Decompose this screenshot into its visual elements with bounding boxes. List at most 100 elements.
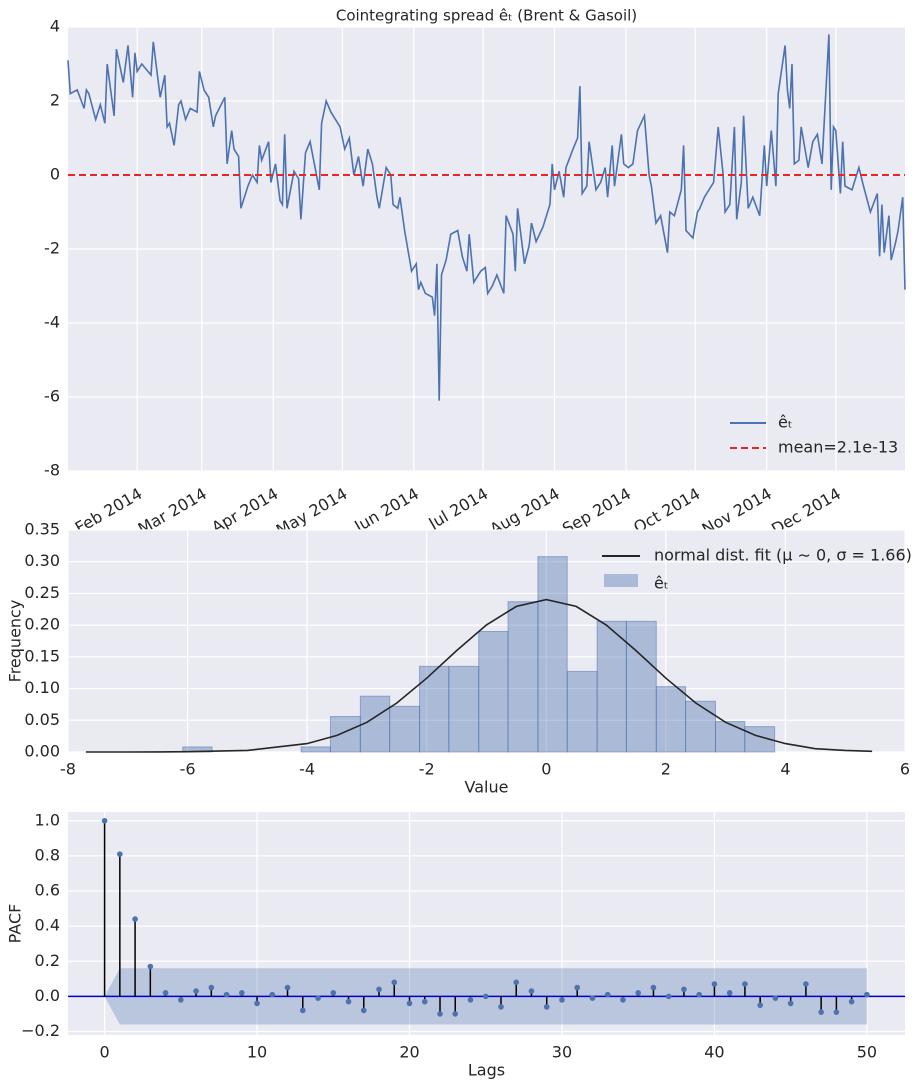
stem-marker <box>254 1000 260 1007</box>
stem-marker <box>848 998 855 1005</box>
stem-marker <box>696 991 702 998</box>
stem-marker <box>833 1009 840 1015</box>
legend-label: mean=2.1e-13 <box>778 438 898 457</box>
x-tick-label: 4 <box>780 760 790 779</box>
stem-marker <box>360 1007 367 1014</box>
y-tick-label: 0.10 <box>24 678 60 697</box>
histogram-bar <box>685 700 716 753</box>
stem-marker <box>239 990 245 996</box>
histogram-bar <box>507 601 539 753</box>
histogram-bar <box>714 721 746 753</box>
stem-marker <box>421 998 428 1005</box>
x-tick-label: 20 <box>399 1043 419 1062</box>
x-tick-label: 6 <box>900 760 910 779</box>
y-tick-label: 0.30 <box>24 551 60 570</box>
legend-label: êₜ <box>654 574 669 593</box>
stem-marker <box>650 984 657 991</box>
x-tick-label: 50 <box>857 1043 877 1062</box>
data-line <box>67 34 906 401</box>
y-axis-label: PACF <box>6 904 25 944</box>
stem-marker <box>681 986 687 993</box>
stem-marker <box>513 979 520 986</box>
stem-marker <box>589 995 596 1001</box>
plot-background <box>68 530 905 752</box>
x-tick-label: Oct 2014 <box>630 484 703 537</box>
x-axis-label: Value <box>465 778 509 797</box>
stem-marker <box>482 993 489 1000</box>
stem-marker <box>208 984 215 991</box>
stem-marker <box>101 817 108 824</box>
stem-marker <box>178 997 184 1003</box>
histogram-bar <box>359 695 391 753</box>
x-axis-label: Lags <box>468 1061 505 1080</box>
y-tick-label: -2 <box>44 239 60 258</box>
stem-marker <box>772 995 779 1001</box>
stem-marker <box>757 1002 763 1008</box>
stem-marker <box>299 1007 306 1014</box>
stem-marker <box>223 991 230 998</box>
stem-marker <box>269 991 276 998</box>
fit-curve <box>85 598 873 753</box>
stem-marker <box>620 997 626 1003</box>
y-tick-label: 0.15 <box>24 646 60 665</box>
y-tick-label: 0.0 <box>35 986 60 1005</box>
stem-marker <box>665 993 672 1000</box>
x-tick-label: -8 <box>60 760 76 779</box>
legend-label: normal dist. fit (μ ∼ 0, σ = 1.66) <box>654 546 912 565</box>
y-tick-label: 2 <box>50 91 60 110</box>
x-tick-label: Apr 2014 <box>208 484 281 537</box>
x-tick-label: 10 <box>247 1043 267 1062</box>
stem-marker <box>528 988 535 994</box>
histogram-bar <box>566 670 598 753</box>
x-tick-label: 30 <box>552 1043 572 1062</box>
histogram-bar <box>655 686 687 753</box>
histogram-bar <box>625 620 657 753</box>
y-tick-label: -8 <box>44 461 60 480</box>
y-tick-label: 0.4 <box>35 916 60 935</box>
stem-marker <box>147 963 154 970</box>
histogram-bar <box>300 746 331 753</box>
stem-marker <box>345 998 352 1005</box>
y-tick-label: 1.0 <box>35 810 60 829</box>
x-tick-label: 0 <box>99 1043 109 1062</box>
y-tick-label: -4 <box>44 313 60 332</box>
stem-marker <box>574 984 581 991</box>
y-axis-label: Frequency <box>6 600 25 683</box>
stem-marker <box>818 1009 824 1015</box>
y-tick-label: 0.35 <box>24 520 60 539</box>
y-tick-label: 0.00 <box>24 742 60 761</box>
stem-marker <box>635 990 641 996</box>
y-tick-label: 0.20 <box>24 615 60 634</box>
y-tick-label: 0.05 <box>24 710 60 729</box>
histogram-bar <box>537 556 568 753</box>
histogram-bar <box>478 630 509 753</box>
y-tick-label: −0.2 <box>21 1021 60 1040</box>
stem-marker <box>467 997 474 1003</box>
y-tick-label: 0.6 <box>35 881 60 900</box>
x-tick-label: 0 <box>541 760 551 779</box>
y-tick-label: 0.8 <box>35 845 60 864</box>
stem-marker <box>330 990 337 996</box>
stem-marker <box>803 981 809 987</box>
stem-marker <box>406 1000 413 1007</box>
stem-marker <box>543 1004 550 1010</box>
stem-marker <box>162 990 169 996</box>
y-tick-label: 0 <box>50 165 60 184</box>
stem-marker <box>452 1011 459 1017</box>
y-tick-label: 4 <box>50 17 60 36</box>
stem-marker <box>391 979 398 986</box>
stem-marker <box>193 988 199 994</box>
stem-marker <box>117 851 123 857</box>
histogram-bar <box>329 715 361 753</box>
stem-marker <box>284 984 291 991</box>
histogram-bar <box>596 620 627 753</box>
stem-marker <box>132 916 138 922</box>
legend-label: êₜ <box>778 413 793 432</box>
stem-marker <box>437 1011 443 1017</box>
chart-title: Cointegrating spread êₜ (Brent & Gasoil) <box>336 7 637 25</box>
x-tick-label: Jul 2014 <box>425 484 492 534</box>
stem-marker <box>315 995 321 1001</box>
histogram-bar <box>389 705 421 753</box>
x-tick-label: 40 <box>704 1043 724 1062</box>
